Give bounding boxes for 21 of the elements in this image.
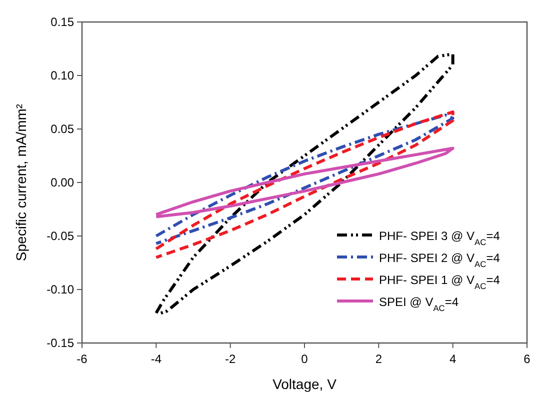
y-tick-label: 0.00 [50,176,74,190]
x-tick-label: -4 [150,352,162,366]
legend-label: PHF- SPEI 3 @ V$_{AC}$=4 [379,229,500,247]
x-tick-label: 6 [524,352,531,366]
y-tick-label: -0.10 [46,282,74,296]
x-tick-label: -2 [224,352,236,366]
y-axis-title: Specific current, mA/mm² [13,104,29,262]
legend-label: PHF- SPEI 1 @ V$_{AC}$=4 [379,273,500,291]
y-tick-label: -0.05 [46,229,74,243]
x-axis-title: Voltage, V [272,376,338,392]
legend-label: SPEI @ V$_{AC}$=4 [379,295,459,313]
x-tick-label: 4 [449,352,456,366]
x-tick-label: 0 [301,352,308,366]
y-tick-label: 0.05 [50,122,74,136]
y-tick-label: 0.15 [50,15,74,29]
line-series [154,146,454,218]
y-tick-label: 0.10 [50,68,74,82]
x-tick-label: -6 [76,352,88,366]
x-tick-label: 2 [375,352,382,366]
y-tick-label: -0.15 [46,336,74,350]
legend-label: PHF- SPEI 2 @ V$_{AC}$=4 [379,251,500,269]
